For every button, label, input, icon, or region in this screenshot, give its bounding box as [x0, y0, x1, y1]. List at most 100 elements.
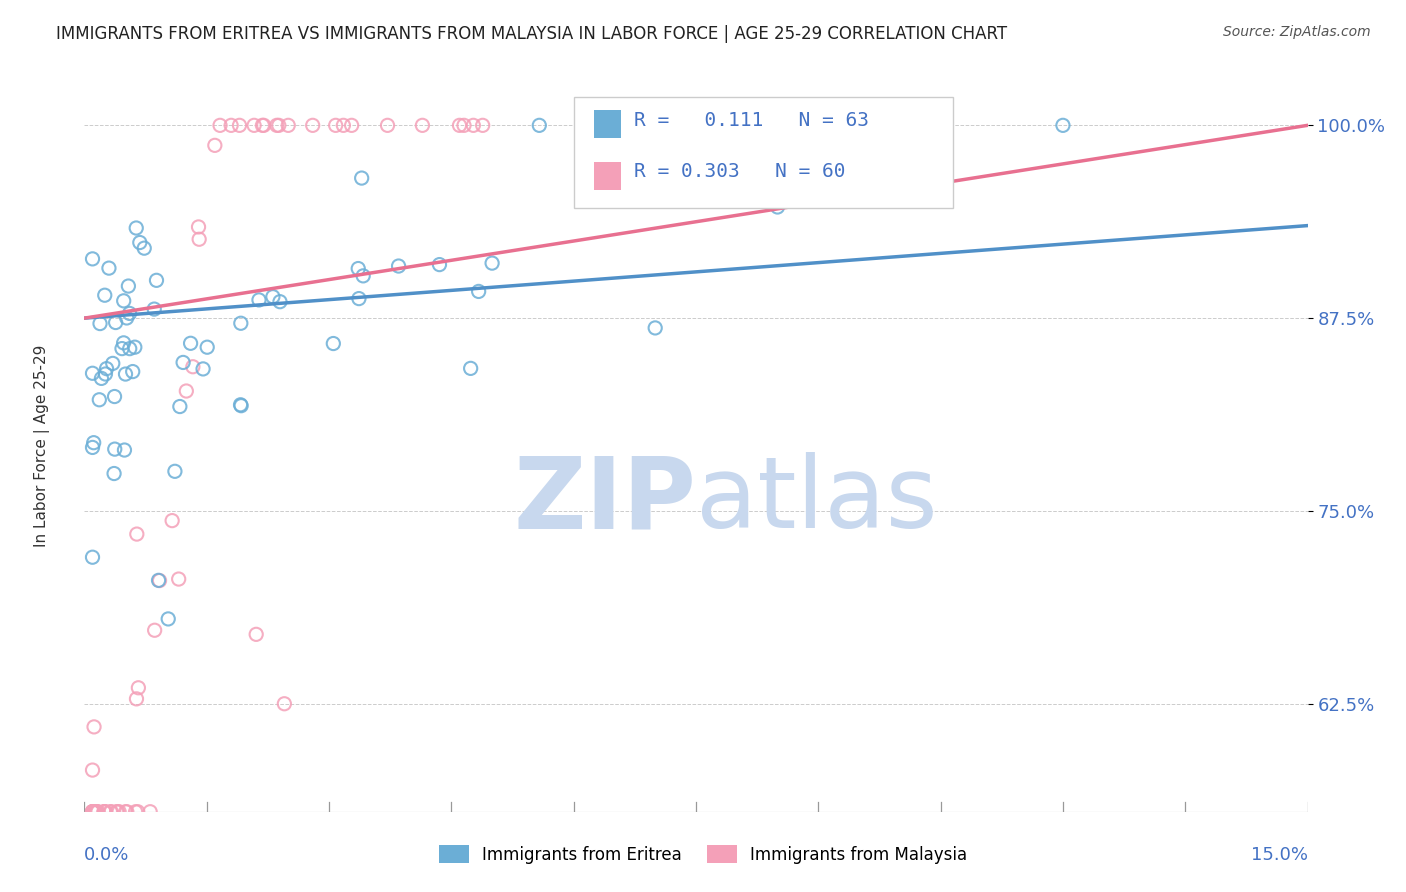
- Point: [104, 442, 127, 457]
- Point: [204, 138, 226, 153]
- Text: R = 0.303   N = 60: R = 0.303 N = 60: [634, 162, 845, 181]
- Point: [100, 805, 122, 819]
- Point: [112, 335, 135, 350]
- Point: [124, 340, 146, 354]
- Point: [83, 805, 105, 819]
- Point: [90, 371, 112, 385]
- Point: [124, 805, 146, 819]
- Point: [82, 805, 104, 819]
- Point: [229, 316, 252, 330]
- Text: ZIP: ZIP: [513, 452, 696, 549]
- Text: atlas: atlas: [696, 452, 938, 549]
- Text: Source: ZipAtlas.com: Source: ZipAtlas.com: [1223, 25, 1371, 39]
- Point: [350, 171, 373, 186]
- Point: [100, 805, 122, 819]
- Point: [191, 362, 214, 376]
- Point: [107, 805, 129, 819]
- Legend: Immigrants from Eritrea, Immigrants from Malaysia: Immigrants from Eritrea, Immigrants from…: [432, 838, 974, 871]
- Point: [273, 697, 295, 711]
- Point: [127, 805, 149, 819]
- Point: [340, 119, 363, 133]
- Point: [82, 763, 104, 777]
- Point: [325, 119, 347, 133]
- Point: [180, 336, 202, 351]
- Point: [82, 252, 104, 266]
- Point: [188, 232, 211, 246]
- Point: [266, 119, 288, 133]
- Point: [93, 805, 115, 819]
- Point: [181, 359, 204, 374]
- Point: [125, 527, 148, 541]
- Point: [169, 400, 191, 414]
- Text: R =   0.111   N = 63: R = 0.111 N = 63: [634, 111, 869, 129]
- Point: [163, 464, 186, 478]
- Text: 0.0%: 0.0%: [84, 846, 129, 863]
- Point: [262, 290, 284, 304]
- Point: [89, 317, 111, 331]
- Point: [467, 285, 489, 299]
- Point: [449, 119, 471, 133]
- Point: [481, 256, 503, 270]
- Point: [94, 805, 117, 819]
- Point: [96, 361, 118, 376]
- Point: [114, 367, 136, 381]
- Point: [118, 342, 141, 356]
- Point: [104, 316, 127, 330]
- Point: [139, 805, 162, 819]
- Point: [94, 367, 117, 381]
- Point: [231, 399, 253, 413]
- Point: [105, 805, 128, 819]
- Point: [228, 119, 250, 133]
- Point: [187, 219, 209, 234]
- Point: [429, 258, 451, 272]
- Point: [82, 805, 104, 819]
- Point: [82, 441, 104, 455]
- Point: [377, 119, 399, 133]
- Point: [125, 221, 148, 235]
- Point: [93, 805, 115, 819]
- Point: [118, 306, 141, 320]
- Point: [301, 119, 323, 133]
- Point: [117, 279, 139, 293]
- Point: [352, 268, 374, 283]
- Text: In Labor Force | Age 25-29: In Labor Force | Age 25-29: [34, 345, 51, 547]
- Point: [97, 261, 120, 276]
- Point: [411, 119, 433, 133]
- Point: [529, 119, 551, 133]
- Point: [157, 612, 180, 626]
- Point: [347, 292, 370, 306]
- Point: [929, 143, 952, 157]
- Point: [115, 805, 138, 819]
- FancyBboxPatch shape: [574, 97, 953, 209]
- Point: [252, 119, 274, 133]
- Point: [644, 321, 666, 335]
- Point: [460, 361, 482, 376]
- Point: [247, 293, 270, 307]
- Bar: [595, 110, 621, 138]
- Point: [176, 384, 198, 398]
- Bar: [595, 161, 621, 190]
- Point: [160, 514, 183, 528]
- Point: [245, 627, 267, 641]
- Point: [347, 261, 370, 276]
- Point: [82, 805, 104, 819]
- Point: [143, 624, 166, 638]
- Point: [111, 342, 134, 356]
- Point: [143, 302, 166, 317]
- Point: [94, 805, 117, 819]
- Point: [453, 119, 475, 133]
- Point: [195, 340, 218, 354]
- Point: [766, 200, 789, 214]
- Point: [82, 805, 104, 819]
- Point: [172, 355, 194, 369]
- Point: [267, 119, 290, 133]
- Point: [101, 356, 124, 370]
- Point: [84, 805, 107, 819]
- Text: IMMIGRANTS FROM ERITREA VS IMMIGRANTS FROM MALAYSIA IN LABOR FORCE | AGE 25-29 C: IMMIGRANTS FROM ERITREA VS IMMIGRANTS FR…: [56, 25, 1007, 43]
- Point: [84, 805, 107, 819]
- Point: [94, 288, 117, 302]
- Point: [82, 805, 104, 819]
- Point: [243, 119, 266, 133]
- Point: [277, 119, 299, 133]
- Point: [148, 574, 170, 588]
